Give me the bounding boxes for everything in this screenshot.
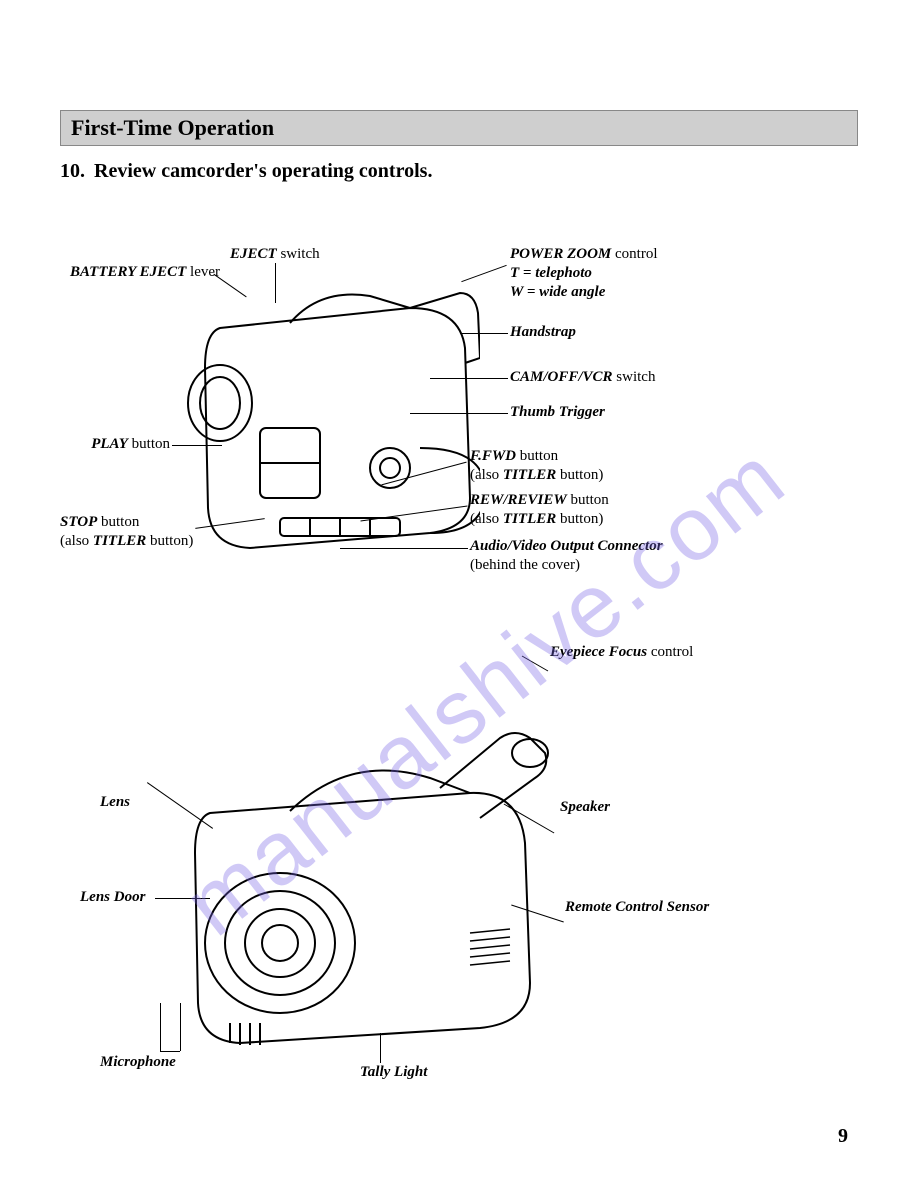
manual-page: First-Time Operation 10. Review camcorde…	[0, 0, 918, 1188]
leader	[160, 1003, 161, 1051]
camcorder-rear-illustration	[160, 268, 480, 578]
label-eyepiece-focus: Eyepiece Focus control	[550, 643, 693, 662]
leader	[460, 333, 508, 334]
leader	[172, 445, 222, 446]
label-speaker: Speaker	[560, 798, 610, 817]
label-tally-light: Tally Light	[360, 1063, 427, 1082]
label-eject-switch: EJECT switch	[230, 245, 320, 264]
label-power-zoom: POWER ZOOM control T = telephoto W = wid…	[510, 245, 658, 301]
leader	[155, 898, 210, 899]
camcorder-front-illustration	[170, 683, 550, 1063]
label-microphone: Microphone	[100, 1053, 176, 1072]
label-lens: Lens	[100, 793, 130, 812]
label-ffwd: F.FWD button (also TITLER button)	[470, 447, 603, 485]
step-title: Review camcorder's operating controls.	[94, 160, 432, 182]
label-cam-off-vcr: CAM/OFF/VCR switch	[510, 368, 655, 387]
leader	[340, 548, 468, 549]
label-stop: STOP button (also TITLER button)	[60, 513, 193, 551]
leader	[275, 263, 276, 303]
leader	[522, 656, 548, 672]
leader	[410, 413, 508, 414]
leader	[380, 1033, 381, 1063]
label-rew: REW/REVIEW button (also TITLER button)	[470, 491, 609, 529]
leader	[160, 1051, 180, 1052]
step-line: 10. Review camcorder's operating control…	[60, 160, 858, 183]
label-thumb-trigger: Thumb Trigger	[510, 403, 605, 422]
label-play-button: PLAY button	[70, 435, 170, 454]
leader	[430, 378, 508, 379]
label-av-output: Audio/Video Output Connector (behind the…	[470, 537, 663, 575]
label-remote-sensor: Remote Control Sensor	[565, 898, 709, 917]
step-number: 10.	[60, 160, 85, 182]
leader	[180, 1003, 181, 1051]
section-heading: First-Time Operation	[71, 115, 274, 140]
label-handstrap: Handstrap	[510, 323, 576, 342]
section-heading-bar: First-Time Operation	[60, 110, 858, 146]
page-number: 9	[838, 1125, 848, 1148]
label-battery-eject: BATTERY EJECT lever	[70, 263, 220, 282]
label-lens-door: Lens Door	[80, 888, 145, 907]
diagrams: EJECT switch BATTERY EJECT lever POWER Z…	[60, 233, 860, 1103]
